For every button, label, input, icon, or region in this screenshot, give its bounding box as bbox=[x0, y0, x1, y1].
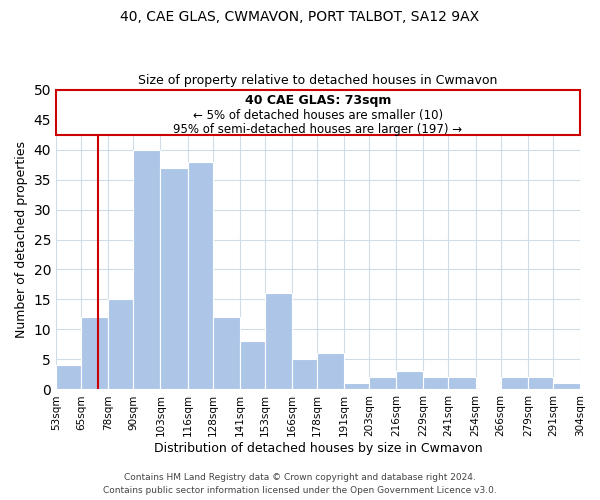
Bar bbox=[133, 150, 160, 390]
Text: 95% of semi-detached houses are larger (197) →: 95% of semi-detached houses are larger (… bbox=[173, 123, 463, 136]
Bar bbox=[265, 294, 292, 390]
Bar bbox=[424, 378, 448, 390]
Bar bbox=[317, 354, 344, 390]
Bar bbox=[240, 342, 265, 390]
X-axis label: Distribution of detached houses by size in Cwmavon: Distribution of detached houses by size … bbox=[154, 442, 482, 455]
Text: ← 5% of detached houses are smaller (10): ← 5% of detached houses are smaller (10) bbox=[193, 108, 443, 122]
Bar bbox=[188, 162, 212, 390]
Bar bbox=[108, 300, 133, 390]
Bar bbox=[397, 372, 424, 390]
Text: 40, CAE GLAS, CWMAVON, PORT TALBOT, SA12 9AX: 40, CAE GLAS, CWMAVON, PORT TALBOT, SA12… bbox=[121, 10, 479, 24]
Bar bbox=[448, 378, 476, 390]
FancyBboxPatch shape bbox=[56, 90, 580, 134]
Bar bbox=[292, 360, 317, 390]
Bar bbox=[56, 366, 81, 390]
Bar bbox=[344, 384, 369, 390]
Text: 40 CAE GLAS: 73sqm: 40 CAE GLAS: 73sqm bbox=[245, 94, 391, 108]
Bar bbox=[528, 378, 553, 390]
Bar bbox=[81, 318, 108, 390]
Bar bbox=[553, 384, 580, 390]
Title: Size of property relative to detached houses in Cwmavon: Size of property relative to detached ho… bbox=[139, 74, 498, 87]
Bar bbox=[160, 168, 188, 390]
Bar bbox=[369, 378, 397, 390]
Bar bbox=[212, 318, 240, 390]
Text: Contains HM Land Registry data © Crown copyright and database right 2024.
Contai: Contains HM Land Registry data © Crown c… bbox=[103, 474, 497, 495]
Bar bbox=[500, 378, 528, 390]
Y-axis label: Number of detached properties: Number of detached properties bbox=[15, 141, 28, 338]
